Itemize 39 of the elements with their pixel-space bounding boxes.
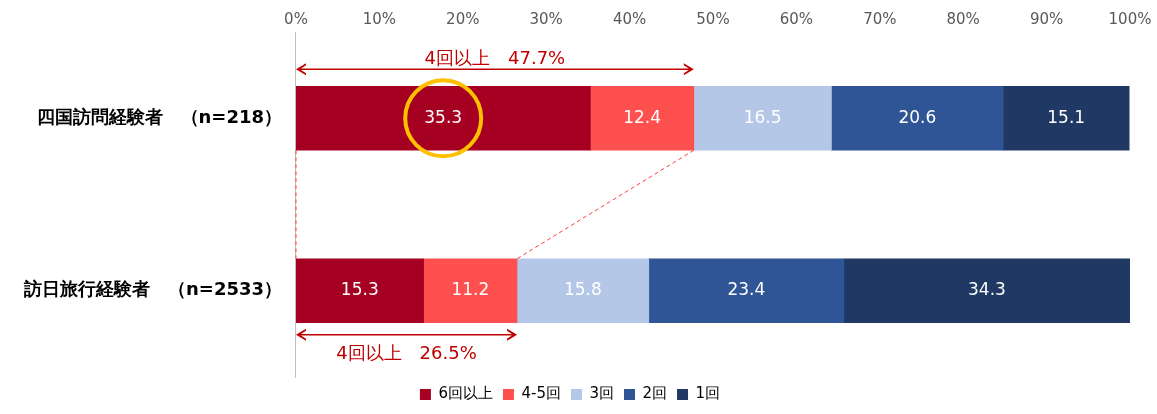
bar <box>831 85 1004 151</box>
data-label: 20.6 <box>898 106 937 127</box>
legend-label: 4-5回 <box>521 384 561 403</box>
data-label: 23.4 <box>727 279 766 300</box>
x-tick-label: 40% <box>612 9 647 28</box>
x-tick-label: 80% <box>946 9 980 28</box>
x-tick-label: 90% <box>1029 9 1064 28</box>
bar <box>516 258 650 324</box>
data-label: 12.4 <box>623 106 662 127</box>
data-label: 35.3 <box>424 106 463 127</box>
bar <box>423 258 518 324</box>
x-tick-label: 20% <box>446 9 480 28</box>
y-tick-label: 四国訪問経験者 （n=218） <box>36 105 282 127</box>
x-tick-label: 60% <box>779 9 814 28</box>
data-label: 15.8 <box>563 279 602 300</box>
data-label: 34.3 <box>968 279 1006 300</box>
legend-label: 2回 <box>642 384 668 403</box>
bar <box>590 85 695 151</box>
legend-label: 3回 <box>589 384 614 403</box>
bar <box>843 258 1130 324</box>
legend-label: 1回 <box>695 384 721 403</box>
x-tick-label: 30% <box>529 9 563 28</box>
x-tick-label: 50% <box>696 9 730 28</box>
x-tick-label: 70% <box>863 9 897 28</box>
annotation: 4回以上 47.7% <box>424 47 566 69</box>
data-label: 11.2 <box>451 279 490 300</box>
bar <box>1002 85 1130 151</box>
data-label: 16.5 <box>743 106 782 127</box>
data-label: 15.3 <box>340 279 379 300</box>
data-label: 15.1 <box>1047 106 1086 127</box>
bar <box>693 85 832 151</box>
annotation: 4回以上 26.5% <box>336 341 477 363</box>
legend-label: 6回以上 <box>438 384 493 403</box>
bar <box>648 258 845 324</box>
x-tick-label: 10% <box>362 9 397 28</box>
x-tick-label: 0% <box>284 9 308 28</box>
x-tick-label: 100% <box>1108 9 1152 28</box>
bar <box>295 258 424 324</box>
y-tick-label: 訪日旅行経験者 （n=2533） <box>22 278 282 300</box>
